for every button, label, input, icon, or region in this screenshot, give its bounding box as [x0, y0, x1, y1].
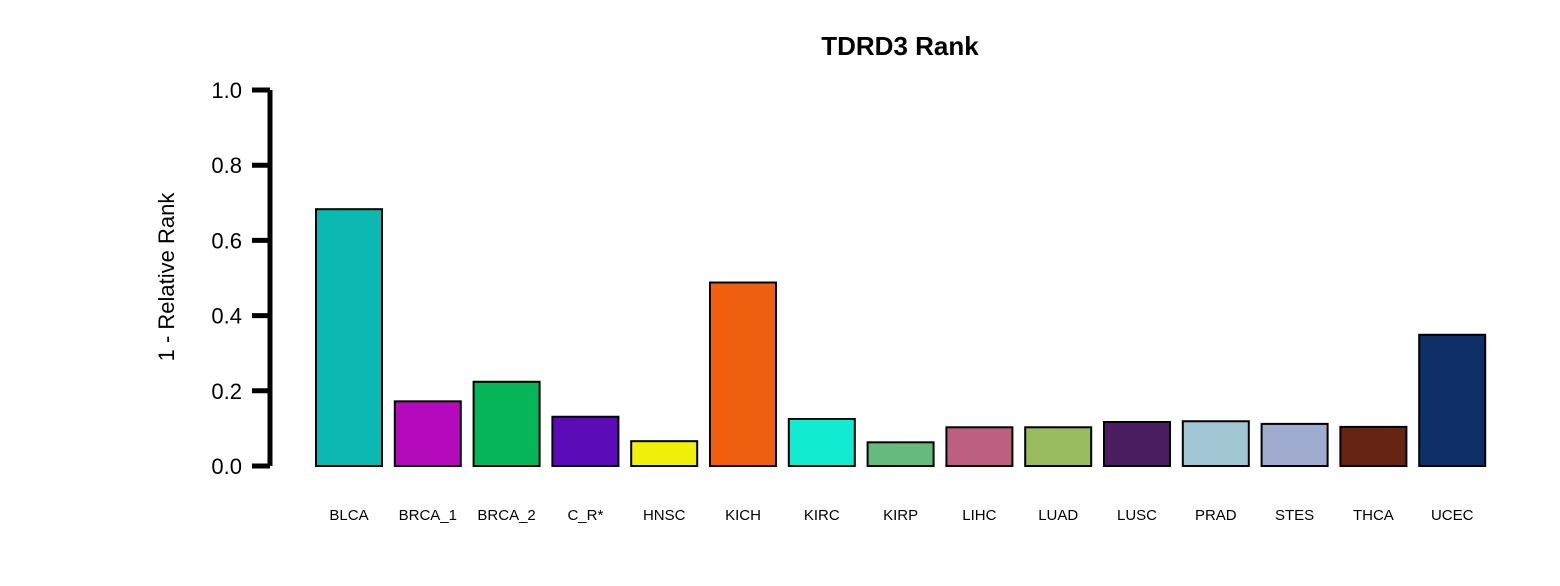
y-tick-label: 1.0: [211, 78, 242, 103]
bar-hnsc: [630, 440, 699, 467]
bar-brca-2: [472, 380, 541, 467]
x-tick-label: KIRC: [804, 507, 840, 524]
x-tick-label: LUSC: [1117, 507, 1157, 524]
bar-thca: [1339, 425, 1408, 467]
bar-brca-1: [393, 400, 462, 467]
x-tick-label: LIHC: [962, 507, 996, 524]
bar-kirp: [866, 441, 935, 468]
bar-kich: [709, 281, 777, 467]
bar-prad: [1181, 420, 1250, 468]
x-tick-label: UCEC: [1431, 507, 1474, 524]
x-tick-label: KIRP: [883, 507, 918, 524]
x-tick-label: BRCA_2: [477, 507, 535, 524]
y-axis-label: 1 - Relative Rank: [154, 192, 179, 362]
y-tick-label: 0.6: [211, 228, 242, 253]
x-tick-label: C_R*: [567, 507, 603, 524]
chart-title: TDRD3 Rank: [821, 31, 979, 61]
bar-luad: [1024, 426, 1093, 468]
x-axis-tick-labels: BLCA BRCA_1 BRCA_2 C_R* HNSC KICH KIRC KIRP LIHC…: [329, 507, 1473, 524]
bar-c-r: [551, 415, 620, 467]
x-tick-label: LUAD: [1038, 507, 1078, 524]
x-tick-label: BRCA_1: [399, 507, 457, 524]
bar-stes: [1260, 422, 1329, 467]
bar-kirc: [787, 418, 856, 467]
x-tick-label: THCA: [1353, 507, 1394, 524]
x-tick-label: HNSC: [643, 507, 686, 524]
bar-ucec: [1418, 333, 1487, 467]
bar-blca: [315, 208, 383, 468]
y-tick-label: 0.4: [211, 304, 242, 329]
x-tick-label: KICH: [725, 507, 761, 524]
y-tick-label: 0.8: [211, 153, 242, 178]
x-tick-label: PRAD: [1195, 507, 1237, 524]
bar-lusc: [1103, 421, 1171, 467]
bars-group: [315, 208, 1487, 468]
bar-lihc: [945, 426, 1014, 468]
x-tick-label: BLCA: [329, 507, 368, 524]
y-tick-label: 0.0: [211, 454, 242, 479]
y-axis-ticks: 0.0 0.2 0.4 0.6 0.8 1.0: [211, 78, 270, 479]
y-tick-label: 0.2: [211, 379, 242, 404]
x-tick-label: STES: [1275, 507, 1314, 524]
